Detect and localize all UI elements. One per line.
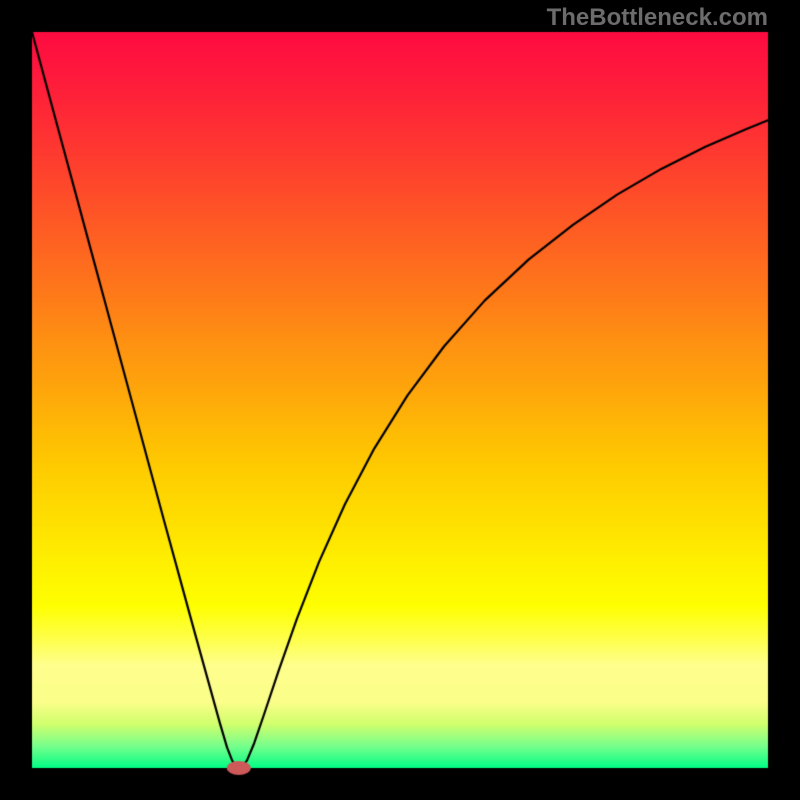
watermark-text: TheBottleneck.com — [547, 4, 768, 32]
bottleneck-chart — [0, 0, 800, 800]
